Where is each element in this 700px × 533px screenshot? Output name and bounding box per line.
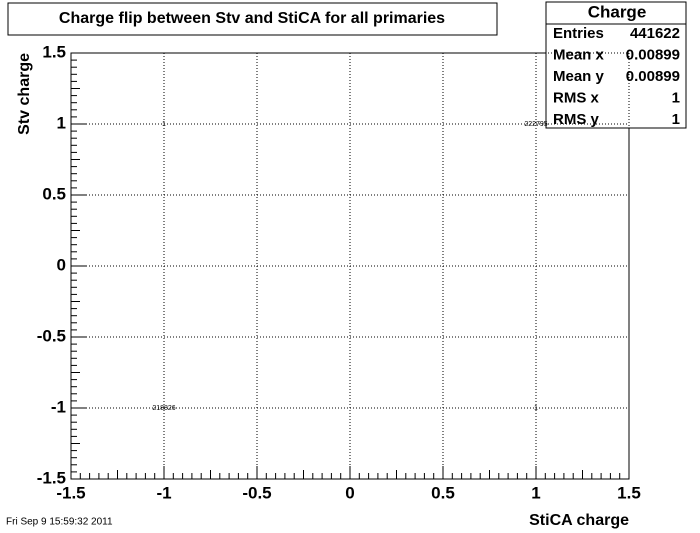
chart-title: Charge flip between Stv and StiCA for al… xyxy=(59,10,445,27)
x-tick-label: 1.5 xyxy=(617,483,641,502)
y-tick-label: 0 xyxy=(57,255,66,274)
y-tick-label: 0.5 xyxy=(42,184,66,203)
cell-value: 222795 xyxy=(524,121,547,128)
x-tick-label: 0 xyxy=(345,483,354,502)
y-tick-label: -0.5 xyxy=(37,326,66,345)
x-axis-label: StiCA charge xyxy=(529,512,629,529)
timestamp: Fri Sep 9 15:59:32 2011 xyxy=(6,517,113,528)
stats-value: 441622 xyxy=(630,25,680,42)
y-tick-label: 1 xyxy=(57,113,66,132)
cell-value: 218826 xyxy=(152,405,175,412)
y-tick-label: -1.5 xyxy=(37,468,66,487)
cell-value: 1 xyxy=(534,405,538,412)
y-tick-label: 1.5 xyxy=(42,42,66,61)
stats-value: 0.00899 xyxy=(626,46,680,63)
stats-label: Mean y xyxy=(553,68,605,85)
x-tick-label: -1 xyxy=(156,483,171,502)
cell-value: 1 xyxy=(162,121,166,128)
title-box xyxy=(7,2,498,36)
stats-value: 1 xyxy=(672,111,680,128)
x-tick-label: 1 xyxy=(531,483,540,502)
x-tick-label: -0.5 xyxy=(242,483,271,502)
stats-label: RMS y xyxy=(553,111,600,128)
stats-label: Entries xyxy=(553,25,604,42)
stats-title: Charge xyxy=(588,2,647,21)
x-tick-label: -1.5 xyxy=(56,483,85,502)
x-tick-label: 0.5 xyxy=(431,483,455,502)
stats-value: 1 xyxy=(672,89,680,106)
stats-box xyxy=(545,1,687,129)
y-tick-label: -1 xyxy=(51,397,66,416)
stats-label: Mean x xyxy=(553,46,605,63)
stats-label: RMS x xyxy=(553,89,600,106)
y-axis-label: Stv charge xyxy=(16,53,33,135)
stats-value: 0.00899 xyxy=(626,68,680,85)
